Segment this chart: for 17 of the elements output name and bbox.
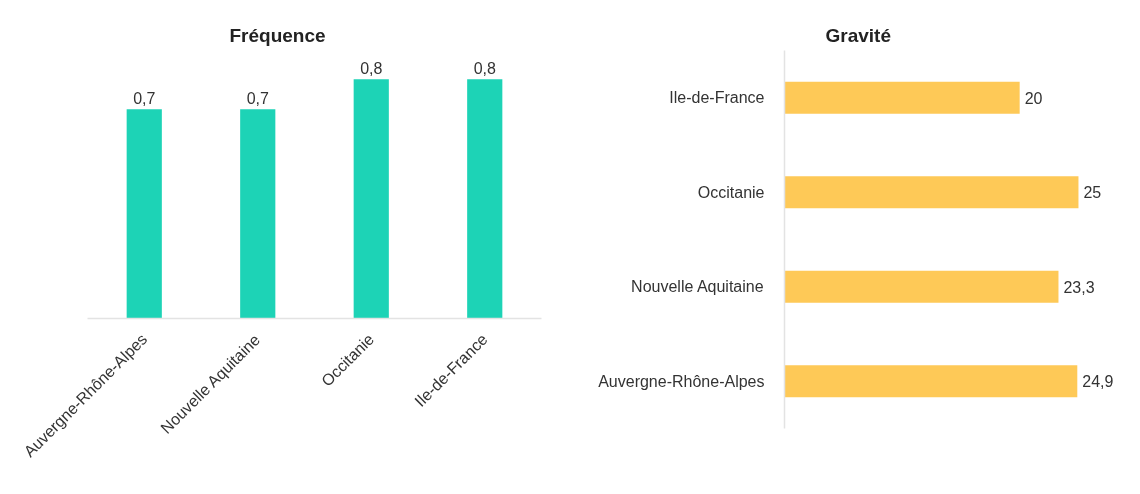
chart-title: Gravité — [825, 24, 891, 46]
data-label: 0,8 — [473, 60, 496, 78]
bar — [784, 270, 1059, 303]
data-label: 0,7 — [133, 90, 156, 108]
data-label: 0,7 — [246, 90, 269, 108]
data-label: 23,3 — [1063, 278, 1095, 296]
bar — [784, 176, 1079, 209]
y-tick-label: Ile-de-France — [669, 89, 765, 107]
data-label: 24,9 — [1082, 373, 1114, 391]
bar — [784, 365, 1078, 398]
y-tick-label: Occitanie — [697, 183, 765, 201]
y-tick-label: Nouvelle Aquitaine — [631, 278, 764, 296]
data-label: 25 — [1083, 184, 1102, 202]
bar — [784, 81, 1020, 114]
data-label: 0,8 — [360, 60, 383, 78]
chart-title: Fréquence — [229, 24, 326, 46]
data-label: 20 — [1024, 89, 1043, 107]
